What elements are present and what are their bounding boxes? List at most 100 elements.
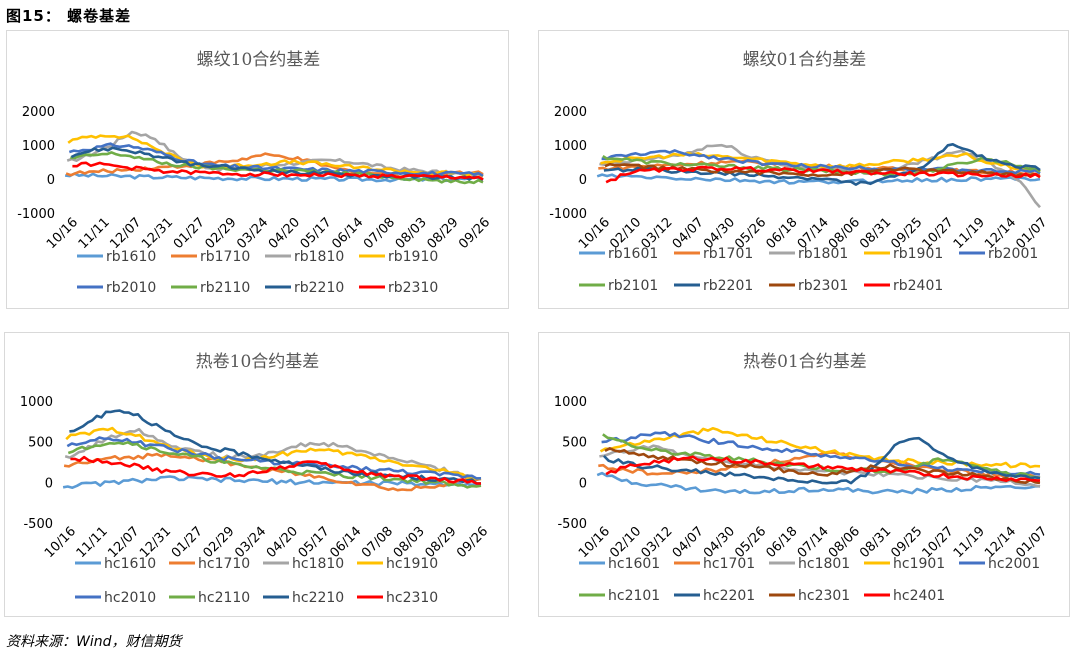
series-line-hc2010 xyxy=(66,436,482,480)
x-tick-label: 07/08 xyxy=(361,215,398,252)
y-tick-label: -1000 xyxy=(549,207,587,222)
x-tick-label: 02/29 xyxy=(202,215,239,252)
legend-label: hc2310 xyxy=(386,590,438,606)
legend-label: hc1801 xyxy=(798,556,850,572)
legend-label: hc2101 xyxy=(608,588,660,604)
x-tick-label: 12/07 xyxy=(107,215,144,252)
legend-label: rb1801 xyxy=(798,246,848,262)
series-line-rb2310 xyxy=(72,161,484,181)
y-tick-label: 500 xyxy=(28,436,53,451)
legend-label: rb2101 xyxy=(608,278,658,294)
source-note: 资料来源：Wind，财信期货 xyxy=(6,634,182,650)
legend-label: hc2401 xyxy=(893,588,945,604)
legend-label: rb1810 xyxy=(294,249,344,265)
series-line-hc2001 xyxy=(601,431,1041,476)
series-line-hc1910 xyxy=(65,426,482,481)
legend-label: hc2001 xyxy=(988,556,1040,572)
x-tick-label: 09/26 xyxy=(456,215,493,252)
x-tick-label: 05/17 xyxy=(298,215,335,252)
x-tick-label: 04/07 xyxy=(670,524,707,561)
y-tick-label: 1000 xyxy=(22,139,55,154)
chart-svg-rb10: 螺纹10合约基差200010000-100010/1611/1112/0712/… xyxy=(17,50,493,296)
legend-label: hc2010 xyxy=(104,590,156,606)
series-line-hc1610 xyxy=(62,475,482,489)
x-tick-label: 08/29 xyxy=(424,215,461,252)
legend-label: rb1610 xyxy=(106,249,156,265)
series-line-rb1910 xyxy=(67,134,484,178)
legend-label: rb2010 xyxy=(106,280,156,296)
x-tick-label: 06/18 xyxy=(763,215,800,252)
legend-label: hc1601 xyxy=(608,556,660,572)
y-tick-label: 0 xyxy=(579,476,587,491)
legend-label: hc1710 xyxy=(198,556,250,572)
chart-panel-hc01: 热卷01合约基差 1000 500 0 -500 10/16 02/10 03/12 04/07… xyxy=(538,332,1070,617)
y-tick-label: -500 xyxy=(557,517,587,532)
y-tick-label: 500 xyxy=(562,436,587,451)
legend-label: rb2310 xyxy=(388,280,438,296)
series-line-hc2401 xyxy=(605,455,1041,482)
series-line-hc1601 xyxy=(596,471,1040,495)
series-line-rb2001 xyxy=(601,149,1041,175)
y-tick-label: -1000 xyxy=(17,207,55,222)
figure-title: 图15： 螺卷基差 xyxy=(6,7,132,25)
y-tick-label: 0 xyxy=(579,173,587,188)
legend-label: rb1601 xyxy=(608,246,658,262)
legend-label: hc1610 xyxy=(104,556,156,572)
y-tick-label: 2000 xyxy=(554,105,587,120)
x-tick-label: 04/20 xyxy=(266,215,303,252)
x-tick-label: 08/31 xyxy=(857,215,894,252)
x-tick-label: 01/27 xyxy=(171,215,208,252)
chart-title: 螺纹01合约基差 xyxy=(743,50,867,70)
legend-label: rb1710 xyxy=(200,249,250,265)
series-line-rb1601 xyxy=(596,173,1041,185)
legend-label: hc1810 xyxy=(292,556,344,572)
series-line-rb2201 xyxy=(603,143,1041,186)
legend-label: hc2210 xyxy=(292,590,344,606)
chart-panel-hc10: 热卷10合约基差 1000 500 0 -500 10/16 11/11 12/07 12/31… xyxy=(4,332,509,617)
legend-label: rb2001 xyxy=(988,246,1038,262)
legend-label: rb2301 xyxy=(798,278,848,294)
chart-title: 热卷10合约基差 xyxy=(196,352,320,372)
x-tick-label: 03/24 xyxy=(234,215,271,252)
legend-label: hc1901 xyxy=(893,556,945,572)
y-tick-label: -500 xyxy=(23,517,53,532)
series-line-hc1810 xyxy=(64,427,482,481)
chart-svg-hc10: 热卷10合约基差10005000-50010/1611/1112/0712/31… xyxy=(20,352,491,606)
y-tick-label: 0 xyxy=(47,173,55,188)
legend-label: rb2210 xyxy=(294,280,344,296)
chart-svg-hc01: 热卷01合约基差10005000-50010/1602/1003/1204/07… xyxy=(554,352,1051,604)
series-line-rb2401 xyxy=(605,165,1041,184)
legend-label: rb1901 xyxy=(893,246,943,262)
legend-label: rb2110 xyxy=(200,280,250,296)
x-tick-label: 12/31 xyxy=(139,215,176,252)
y-tick-label: 1000 xyxy=(554,139,587,154)
legend-label: hc2301 xyxy=(798,588,850,604)
legend-label: hc1910 xyxy=(386,556,438,572)
x-tick-label: 04/07 xyxy=(670,215,707,252)
x-tick-label: 11/11 xyxy=(76,215,113,252)
legend-label: hc2110 xyxy=(198,590,250,606)
legend-label: rb1910 xyxy=(388,249,438,265)
x-tick-label: 08/03 xyxy=(393,215,430,252)
x-tick-label: 06/14 xyxy=(329,215,366,252)
legend-label: rb1701 xyxy=(703,246,753,262)
chart-panel-rb10: 螺纹10合约基差 2000 1000 0 -1000 10/16 11/11 12/07 12/… xyxy=(6,30,509,309)
chart-title: 螺纹10合约基差 xyxy=(197,50,321,70)
series-line-rb2210 xyxy=(70,146,484,181)
x-tick-label: 11/19 xyxy=(951,215,988,252)
y-tick-label: 1000 xyxy=(554,395,587,410)
series-line-hc2201 xyxy=(602,436,1041,485)
series-line-hc2210 xyxy=(69,409,481,485)
x-tick-label: 09/26 xyxy=(454,524,491,561)
chart-svg-rb01: 螺纹01合约基差200010000-100010/1602/1003/1204/… xyxy=(549,50,1050,294)
y-tick-label: 0 xyxy=(45,476,53,491)
x-tick-label: 11/19 xyxy=(951,524,988,561)
x-tick-label: 06/18 xyxy=(763,524,800,561)
y-tick-label: 2000 xyxy=(22,105,55,120)
legend-label: hc1701 xyxy=(703,556,755,572)
chart-title: 热卷01合约基差 xyxy=(743,352,867,372)
legend-label: hc2201 xyxy=(703,588,755,604)
x-tick-label: 08/31 xyxy=(857,524,894,561)
legend-label: rb2401 xyxy=(893,278,943,294)
chart-panel-rb01: 螺纹01合约基差 2000 1000 0 -1000 10/16 02/10 03/12 04/… xyxy=(538,30,1069,309)
